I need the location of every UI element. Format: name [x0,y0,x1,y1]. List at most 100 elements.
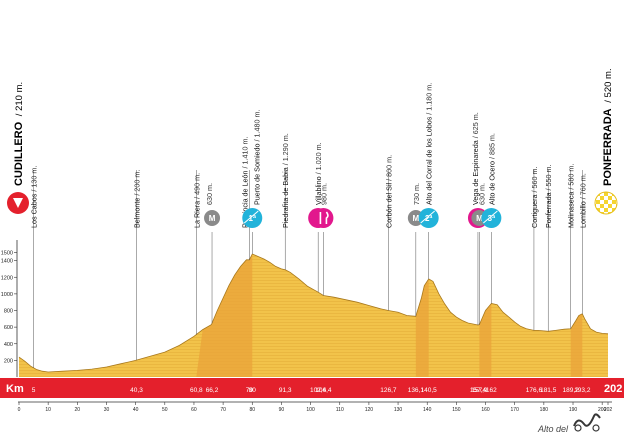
waypoint-label: Lombillo / 760 m. [578,173,587,228]
watermark-logo: Alto del [537,413,601,434]
waypoint-alt: / 1.180 m. [425,83,434,115]
waypoint-label: Corbón del Sil/ 800 m. [384,155,393,228]
y-tick-label: 1500 [1,250,13,256]
profile-area [19,254,608,377]
waypoint-label: Provincia de León / 1.410 m. [240,136,249,228]
cutlery-icon [319,211,329,224]
waypoint-name: Villablino [314,176,323,205]
x-tick-label: 170 [511,407,520,413]
waypoint-name: Los Cabos [30,193,39,228]
climb-area [196,254,253,377]
climb-category-label: 1ª [249,214,256,223]
waypoint-icons: M1ªSM2ªSM3ª [204,208,502,228]
y-tick-label: 1400 [1,259,13,265]
waypoint-label: Alto del Corral de los Lobos/ 1.180 m. [425,83,434,205]
km-label: 176,6 [526,387,543,394]
x-tick-label: 160 [481,407,490,413]
waypoint-name: Corbón del Sil [384,182,393,228]
km-label: 102,6 [310,387,327,394]
x-tick-label: 90 [279,407,285,413]
waypoint-label: Belmonte / 200 m. [133,170,142,228]
sprint-icon-glyph: M [209,214,216,223]
km-label: 104,4 [315,387,332,394]
km-label: 157,9 [471,387,488,394]
waypoint-label: 980 m. [319,183,328,205]
waypoint-label: 630 m. [205,183,214,205]
km-label: 91,3 [279,387,292,394]
x-tick-label: 140 [423,407,432,413]
x-tick-label: 200 [598,407,607,413]
waypoint-alt: / 490 m. [192,173,201,199]
waypoint-name: La Riera [192,201,201,228]
waypoint-label: Molinaseca / 580 m. [567,164,576,228]
waypoint-label: 730 m. [412,183,421,205]
climb-category-label: 2ª [425,214,432,223]
x-tick-label: 30 [104,407,110,413]
km-label: 40,3 [130,387,143,394]
x-tick-label: 130 [394,407,403,413]
climb-category-icon [481,208,502,228]
waypoint-name: Piedrafita de Babia [281,167,290,228]
km-label: 157,4 [470,387,487,394]
y-tick-label: 600 [4,325,13,331]
climb-arrow-icon [420,210,436,224]
km-bar [0,378,624,398]
x-tick-label: 0 [18,407,21,413]
waypoint-alt: / 1.410 m. [240,136,249,168]
waypoint-alt: / 130 m. [30,166,39,192]
km-label: 66,2 [206,387,219,394]
x-tick-label: 180 [540,407,549,413]
x-tick-label: 70 [220,407,226,413]
waypoint-name: Puerto de Somiedo [252,143,261,205]
km-total: 202 [604,383,622,395]
waypoint-alt: / 200 m. [133,170,142,196]
waypoint-label: Piedrafita de Babia / 1.290 m. [281,133,290,228]
svg-text:CUDILLERO / 210 m.: CUDILLERO / 210 m. [13,82,25,186]
km-bar-label: Km [6,383,24,395]
start-marker: CUDILLERO / 210 m. [7,82,29,214]
km-label: 181,5 [540,387,557,394]
x-tick-label: 100 [306,407,315,413]
x-tick-label: 202 [604,407,613,413]
climb-arrow-icon [483,210,498,224]
x-tick-label: 60 [191,407,197,413]
climb-category-icon [242,208,263,228]
finish-marker: PONFERRADA / 520 m. [594,68,618,215]
waypoint-label: Alto de Ocero / 885 m. [487,133,496,205]
waypoint-name: Molinaseca [567,192,576,228]
waypoint-label: Vega de Espinareda / 625 m. [471,112,480,205]
feed-zone-icon [313,208,334,228]
x-tick-label: 190 [569,407,578,413]
waypoint-alt: / 1.020 m. [314,142,323,174]
start-alt: / 210 m. [14,82,25,116]
x-tick-label: 120 [365,407,374,413]
start-name: CUDILLERO [13,121,25,186]
waypoint-alt: 630 m. [205,183,214,205]
y-tick-label: 200 [4,358,13,364]
waypoint-label: 630 m. [477,183,486,205]
km-label: 189,2 [563,387,580,394]
km-label: 126,7 [380,387,397,394]
waypoint-alt: / 550 m. [544,164,553,190]
km-label: 80 [249,387,257,394]
profile-line [18,253,609,373]
x-tick-label: 10 [45,407,51,413]
finish-name: PONFERRADA [602,108,614,186]
waypoint-name: Provincia de León [240,170,249,228]
waypoint-guides [33,170,583,368]
km-label: 162 [486,387,497,394]
climb-category-icon [418,208,439,228]
waypoint-alt: / 1.290 m. [281,133,290,165]
waypoint-alt: / 885 m. [487,133,496,159]
x-tick-label: 150 [452,407,461,413]
waypoint-alt: / 560 m. [530,166,539,192]
x-axis: 0 10 20 30 40 50 60 70 80 90 100 110 120 130 140 150 160… [18,402,613,413]
waypoint-name: Ponferrada [544,192,553,228]
waypoint-alt: 730 m. [412,183,421,205]
x-tick-label: 50 [162,407,168,413]
waypoint-name: Alto de Ocero [487,161,496,205]
waypoint-label: Cortiguera / 560 m. [530,166,539,228]
waypoint-name: Lombillo [578,201,587,228]
